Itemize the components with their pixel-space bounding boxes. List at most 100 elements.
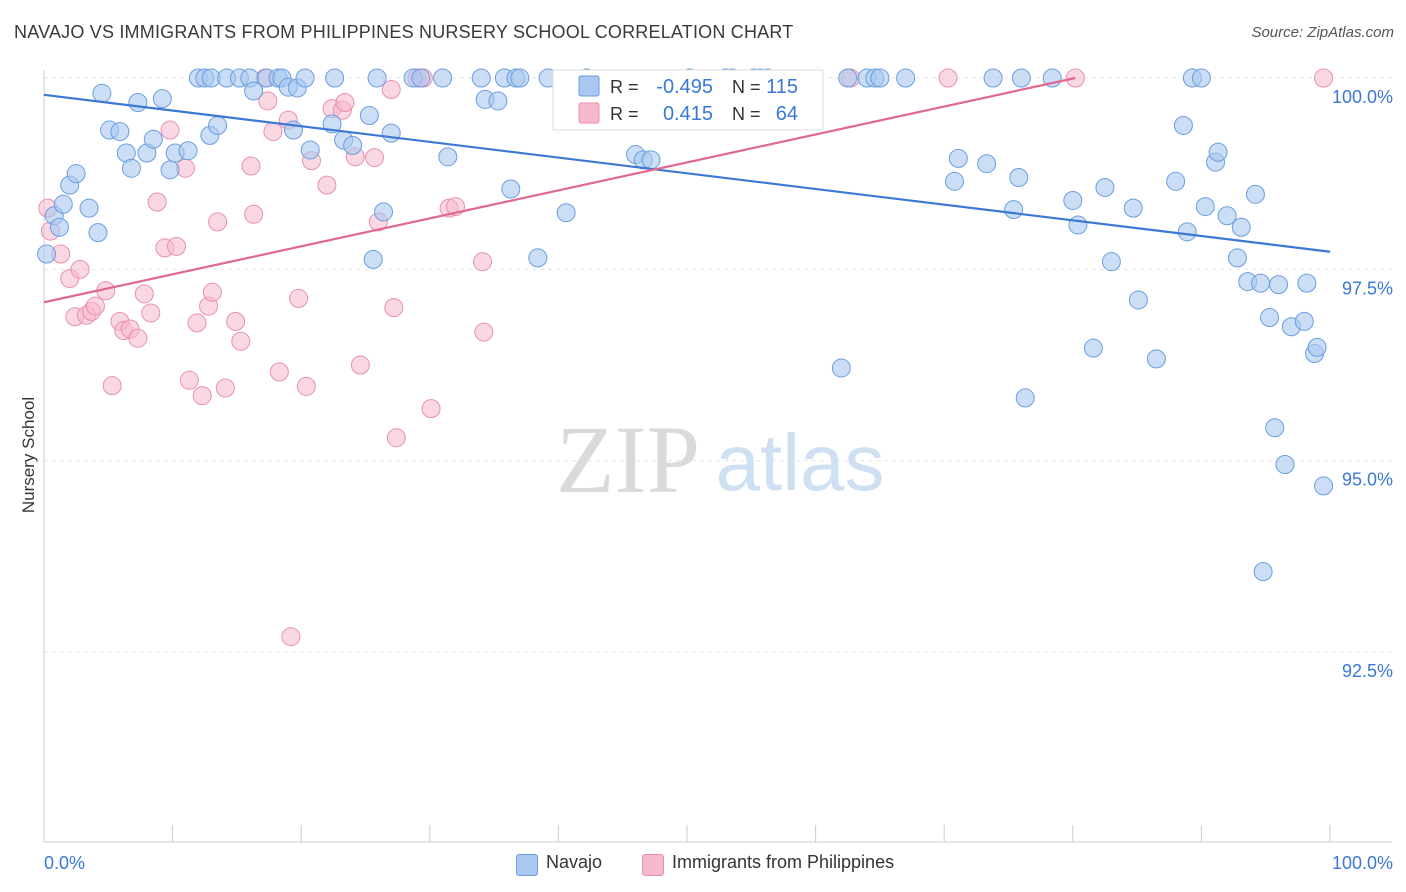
phil-point-32 xyxy=(244,204,264,224)
stats-phil-r-label: R = xyxy=(610,104,639,124)
navajo-point-92 xyxy=(1146,349,1166,369)
navajo-point-78 xyxy=(977,154,997,174)
navajo-point-113 xyxy=(1294,311,1314,331)
navajo-point-88 xyxy=(1095,177,1115,197)
phil-point-28 xyxy=(215,378,235,398)
stats-legend-box: R = -0.495 N = 115 R = 0.415 N = 64 xyxy=(552,69,824,131)
stats-navajo-swatch xyxy=(578,75,600,97)
navajo-trend-line xyxy=(43,93,1331,253)
stats-phil-n-value: 64 xyxy=(776,103,798,125)
navajo-point-43 xyxy=(367,68,387,88)
phil-point-23 xyxy=(187,313,207,333)
trendlines xyxy=(43,76,1331,304)
phil-point-27 xyxy=(208,212,228,232)
navajo-point-107 xyxy=(1251,273,1271,293)
navajo-point-19 xyxy=(178,141,198,161)
phil-point-17 xyxy=(147,192,167,212)
navajo-point-45 xyxy=(381,123,401,143)
phil-point-36 xyxy=(269,362,289,382)
navajo-point-47 xyxy=(411,68,431,88)
y-tick-label-3: 100.0% xyxy=(1332,87,1393,107)
navajo-point-63 xyxy=(641,150,661,170)
navajo-point-75 xyxy=(896,68,916,88)
phil-point-47 xyxy=(350,355,370,375)
navajo-point-94 xyxy=(1173,115,1193,135)
navajo-point-76 xyxy=(944,171,964,191)
stats-navajo-n-value: 115 xyxy=(766,76,798,98)
navajo-point-10 xyxy=(110,122,130,142)
legend-phil-swatch xyxy=(642,854,664,876)
navajo-point-2 xyxy=(49,217,69,237)
phil-point-29 xyxy=(226,311,246,331)
navajo-point-91 xyxy=(1128,290,1148,310)
navajo-point-48 xyxy=(433,68,453,88)
navajo-point-77 xyxy=(948,148,968,168)
stats-phil-n-label: N = xyxy=(732,104,761,124)
navajo-point-3 xyxy=(53,194,73,214)
navajo-point-7 xyxy=(88,223,108,243)
navajo-point-16 xyxy=(152,89,172,109)
navajo-point-90 xyxy=(1123,198,1143,218)
navajo-point-12 xyxy=(121,158,141,178)
stats-navajo-r-value: -0.495 xyxy=(656,76,713,98)
navajo-point-44 xyxy=(374,202,394,222)
phil-point-38 xyxy=(281,627,301,647)
phil-point-35 xyxy=(263,122,283,142)
navajo-point-108 xyxy=(1260,308,1280,328)
legend-navajo-swatch xyxy=(516,854,538,876)
navajo-point-114 xyxy=(1297,273,1317,293)
phil-point-14 xyxy=(128,328,148,348)
phil-point-61 xyxy=(938,68,958,88)
x-tick-label-min: 0.0% xyxy=(44,853,85,873)
navajo-point-109 xyxy=(1265,418,1285,438)
axes xyxy=(43,70,1392,843)
phil-point-42 xyxy=(317,175,337,195)
navajo-point-105 xyxy=(1245,184,1265,204)
navajo-point-116 xyxy=(1307,337,1327,357)
navajo-point-52 xyxy=(488,91,508,111)
navajo-point-93 xyxy=(1166,171,1186,191)
navajo-point-106 xyxy=(1253,562,1273,582)
navajo-point-89 xyxy=(1101,252,1121,272)
phil-point-8 xyxy=(85,296,105,316)
navajo-point-100 xyxy=(1208,142,1228,162)
navajo-point-8 xyxy=(92,83,112,103)
navajo-point-83 xyxy=(1015,388,1035,408)
stats-navajo-n-label: N = xyxy=(732,77,761,97)
phil-point-16 xyxy=(141,303,161,323)
phil-point-5 xyxy=(70,259,90,279)
stats-navajo-r-label: R = xyxy=(610,77,639,97)
source-label: Source: ZipAtlas.com xyxy=(1251,24,1394,41)
navajo-point-70 xyxy=(831,358,851,378)
navajo-point-40 xyxy=(343,135,363,155)
phil-point-59 xyxy=(474,322,494,342)
phil-point-63 xyxy=(1314,68,1334,88)
legend-phil-label: Immigrants from Philippines xyxy=(672,852,895,872)
navajo-point-86 xyxy=(1068,215,1088,235)
navajo-point-17 xyxy=(160,160,180,180)
navajo-point-57 xyxy=(528,248,548,268)
navajo-point-81 xyxy=(1009,167,1029,187)
navajo-point-59 xyxy=(556,203,576,223)
navajo-point-111 xyxy=(1275,454,1295,474)
phil-point-45 xyxy=(335,92,355,112)
navajo-point-56 xyxy=(510,68,530,88)
phil-point-50 xyxy=(381,79,401,99)
phil-point-19 xyxy=(160,120,180,140)
navajo-point-28 xyxy=(244,81,264,101)
phil-point-39 xyxy=(289,288,309,308)
phil-point-20 xyxy=(166,236,186,256)
navajo-point-82 xyxy=(1011,68,1031,88)
navajo-point-54 xyxy=(501,179,521,199)
phil-point-51 xyxy=(384,298,404,318)
watermark-atlas: atlas xyxy=(716,418,885,507)
navajo-point-13 xyxy=(128,92,148,112)
phil-point-34 xyxy=(258,91,278,111)
legend-navajo-label: Navajo xyxy=(546,852,603,872)
stats-phil-swatch xyxy=(578,102,600,124)
watermark-zip: ZIP xyxy=(556,406,700,513)
phil-point-15 xyxy=(134,284,154,304)
series-navajo-points xyxy=(37,68,1334,582)
navajo-point-0 xyxy=(37,244,57,264)
